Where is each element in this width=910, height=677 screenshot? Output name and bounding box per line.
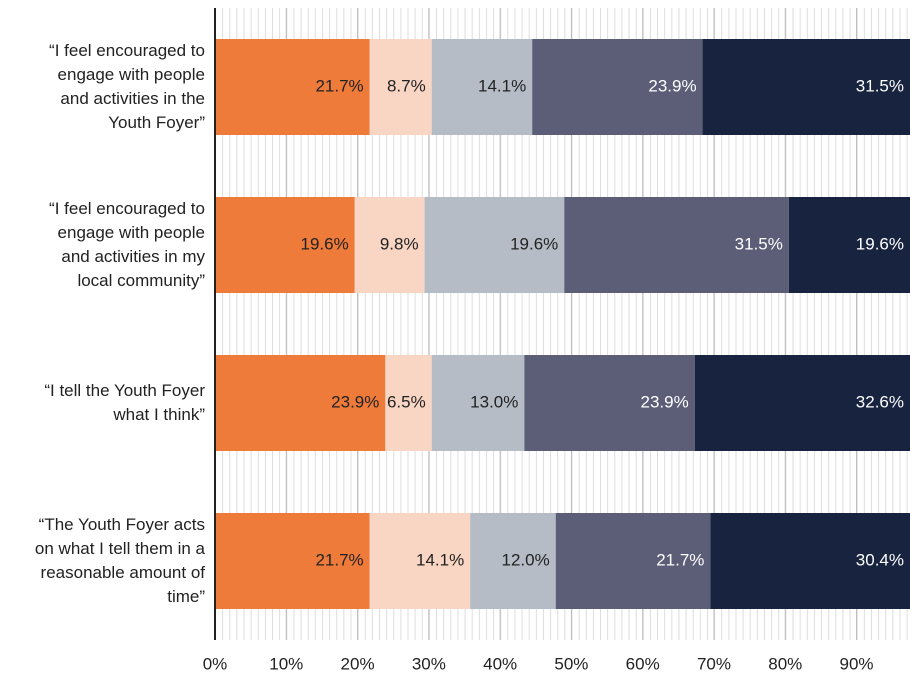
x-tick-label: 10%: [269, 654, 303, 673]
x-tick-label: 20%: [341, 654, 375, 673]
value-label: 32.6%: [856, 392, 904, 411]
x-tick-label: 80%: [768, 654, 802, 673]
value-label: 31.5%: [735, 234, 783, 253]
category-label: “The Youth Foyer acts on what I tell the…: [34, 515, 205, 606]
bar-segment: [788, 197, 910, 293]
x-tick-label: 30%: [412, 654, 446, 673]
bar-segment: [354, 197, 425, 293]
value-label: 9.8%: [380, 234, 419, 253]
value-label: 19.6%: [510, 234, 558, 253]
bar-segment: [215, 355, 386, 451]
bar-segment: [369, 39, 432, 135]
bar-segment: [524, 355, 695, 451]
bar-segment: [564, 197, 789, 293]
value-label: 14.1%: [416, 550, 464, 569]
value-label: 14.1%: [478, 76, 526, 95]
value-label: 8.7%: [387, 76, 426, 95]
x-tick-label: 0%: [203, 654, 228, 673]
bar-segment: [431, 39, 533, 135]
value-label: 19.6%: [856, 234, 904, 253]
value-label: 21.7%: [656, 550, 704, 569]
bar-segment: [470, 513, 556, 609]
bar-segment: [710, 513, 910, 609]
value-label: 21.7%: [315, 550, 363, 569]
x-tick-label: 90%: [840, 654, 874, 673]
bar-segment: [702, 39, 910, 135]
category-label: “I feel encouraged to engage with people…: [49, 199, 205, 290]
value-label: 30.4%: [856, 550, 904, 569]
bar-segment: [215, 513, 370, 609]
value-label: 19.6%: [301, 234, 349, 253]
category-label: “I feel encouraged to engage with people…: [49, 41, 205, 132]
category-label: “I tell the Youth Foyer what I think”: [44, 381, 205, 424]
bar-segment: [215, 39, 370, 135]
value-label: 23.9%: [331, 392, 379, 411]
value-label: 23.9%: [648, 76, 696, 95]
bar-segment: [385, 355, 432, 451]
bar-segment: [555, 513, 711, 609]
bar-segment: [369, 513, 471, 609]
x-tick-label: 60%: [626, 654, 660, 673]
value-label: 23.9%: [641, 392, 689, 411]
bar-segment: [431, 355, 525, 451]
bar-segment: [694, 355, 910, 451]
x-tick-label: 70%: [697, 654, 731, 673]
x-tick-label: 50%: [554, 654, 588, 673]
value-label: 6.5%: [387, 392, 426, 411]
value-label: 12.0%: [502, 550, 550, 569]
bar-segment: [532, 39, 703, 135]
value-label: 13.0%: [470, 392, 518, 411]
value-label: 31.5%: [856, 76, 904, 95]
value-label: 21.7%: [315, 76, 363, 95]
bar-segment: [215, 197, 355, 293]
bar-segment: [424, 197, 565, 293]
x-tick-label: 40%: [483, 654, 517, 673]
